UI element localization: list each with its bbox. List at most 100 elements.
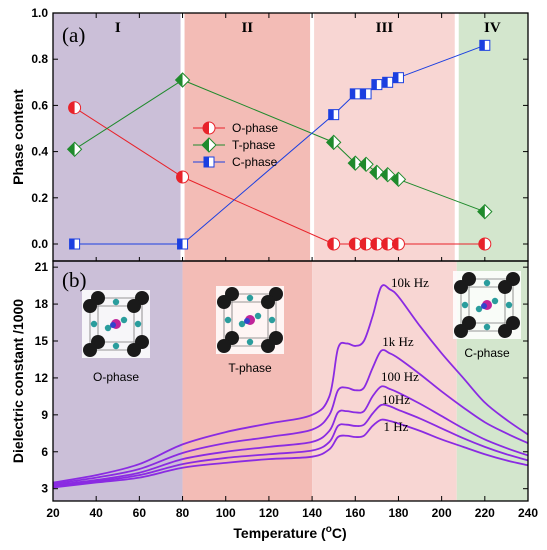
y-tick-label-b: 6 — [41, 445, 48, 459]
crystal-C-phase-corner-atom — [454, 280, 468, 294]
legend-marker-O-phase — [202, 121, 216, 135]
crystal-structure-insets — [82, 271, 521, 358]
curve-10Hz — [52, 403, 529, 488]
legend-marker-T-phase-half — [202, 138, 209, 152]
crystal-O-phase-face-atom — [134, 320, 142, 328]
marker-C-phase — [371, 79, 383, 91]
marker-C-phase-half — [361, 88, 367, 99]
marker-T-phase-half — [477, 204, 485, 219]
y-tick-label-b: 18 — [35, 297, 49, 311]
marker-C-phase — [177, 238, 189, 250]
legend-marker-T-phase — [201, 137, 217, 153]
x-tick-label: 240 — [518, 506, 538, 520]
marker-O-phase-half — [381, 238, 388, 250]
crystal-C-phase-center-atom-2 — [481, 303, 487, 309]
region-label-III: III — [376, 20, 394, 36]
x-tick-label: 220 — [475, 506, 495, 520]
crystal-O-phase-corner-atom — [127, 343, 141, 357]
marker-C-phase — [392, 72, 404, 84]
curve-1k Hz — [52, 349, 529, 485]
marker-T-phase-half — [67, 142, 75, 157]
crystal-T-phase-center-atom-2 — [244, 318, 250, 324]
marker-O-phase-half — [370, 238, 377, 250]
x-tick-label: 20 — [46, 506, 60, 520]
x-tick-label: 200 — [432, 506, 452, 520]
tick-labels: 20 40 60 80 100 120 140 160 180 200 220 240 0.0 0.2 0.… — [31, 6, 538, 520]
crystal-O-phase-face-atom — [90, 320, 98, 328]
x-tick-label: 40 — [90, 506, 104, 520]
marker-T-phase — [174, 72, 191, 88]
region-a-III — [312, 13, 457, 261]
panel-b-frame — [52, 260, 529, 502]
region-a-IV — [456, 13, 528, 261]
crystal-C-phase-corner-atom — [498, 324, 512, 338]
x-tick-label: 180 — [388, 506, 408, 520]
y-axis-label-b: Dielectric constant /1000 — [10, 299, 26, 463]
marker-C-phase — [69, 238, 81, 250]
marker-T-phase — [358, 156, 374, 173]
marker-T-phase-half — [348, 156, 356, 171]
y-tick-label-a: 0.2 — [31, 191, 48, 205]
marker-C-phase — [328, 109, 340, 121]
region-label-II: II — [241, 20, 253, 36]
marker-T-phase-half — [380, 167, 388, 182]
panel-b-label: (b) — [62, 268, 87, 292]
legend-marker-C-phase — [203, 156, 215, 168]
marker-C-phase-half — [393, 72, 399, 83]
y-tick-label-b: 9 — [41, 408, 48, 422]
crystal-T-phase-face-atom — [224, 316, 232, 324]
crystal-C-phase — [453, 271, 521, 339]
marker-C-phase — [360, 88, 372, 100]
dielectric-curves — [52, 284, 529, 489]
x-tick-label: 140 — [302, 506, 322, 520]
legend-label-T-phase: T-phase — [232, 138, 276, 152]
marker-T-phase — [477, 203, 493, 220]
crystal-O-phase — [82, 290, 150, 358]
marker-C-phase-half — [371, 79, 377, 90]
crystal-C-phase-face-atom — [461, 301, 469, 309]
crystal-C-phase-corner-atom — [454, 324, 468, 338]
legend-marker-O-phase-half — [203, 122, 209, 134]
marker-O-phase — [176, 170, 190, 184]
phase-markers — [66, 39, 493, 251]
marker-O-phase-half — [392, 238, 399, 250]
marker-C-phase — [382, 76, 394, 88]
crystal-T-phase-face-atom — [254, 312, 262, 320]
crystal-O-phase-face-atom — [104, 324, 112, 332]
marker-O-phase — [359, 237, 373, 251]
marker-O-phase — [68, 101, 82, 115]
crystal-C-phase-corner-atom — [498, 280, 512, 294]
marker-O-phase — [348, 237, 362, 251]
crystal-T-phase-face-atom — [246, 338, 254, 346]
marker-C-phase-half — [479, 40, 485, 51]
crystal-T-phase — [216, 286, 284, 354]
axis-ticks — [52, 12, 529, 501]
crystal-O-phase-face-atom — [112, 298, 120, 306]
marker-T-phase-half — [326, 135, 334, 150]
marker-T-phase-half — [359, 157, 367, 172]
freq-label-1k Hz: 1k Hz — [382, 334, 414, 349]
x-tick-label: 120 — [259, 506, 279, 520]
marker-T-phase — [369, 164, 385, 181]
phase-labels: O-phase T-phase C-phase — [93, 346, 510, 384]
region-b-III — [312, 261, 457, 501]
marker-O-phase — [370, 237, 384, 251]
x-tick-label: 80 — [176, 506, 190, 520]
marker-T-phase — [325, 134, 342, 151]
y-tick-label-b: 3 — [41, 482, 48, 496]
marker-T-phase-half — [175, 72, 183, 87]
marker-O-phase-half — [360, 238, 367, 250]
crystal-C-phase-face-atom — [475, 305, 483, 313]
x-axis-label: Temperature (oC) — [233, 524, 346, 541]
legend-label-O-phase: O-phase — [232, 121, 278, 135]
x-tick-label: 160 — [345, 506, 365, 520]
crystal-O-phase-face-atom — [112, 342, 120, 350]
y-tick-label-a: 0.4 — [31, 145, 48, 159]
marker-O-phase-half — [176, 171, 183, 184]
x-tick-label: 60 — [133, 506, 147, 520]
freq-label-100 Hz: 100 Hz — [381, 369, 419, 384]
phase-label-O-phase: O-phase — [93, 370, 139, 384]
marker-C-phase-half — [382, 77, 388, 88]
marker-C-phase-half — [69, 239, 75, 249]
region-backgrounds-a — [53, 13, 528, 501]
